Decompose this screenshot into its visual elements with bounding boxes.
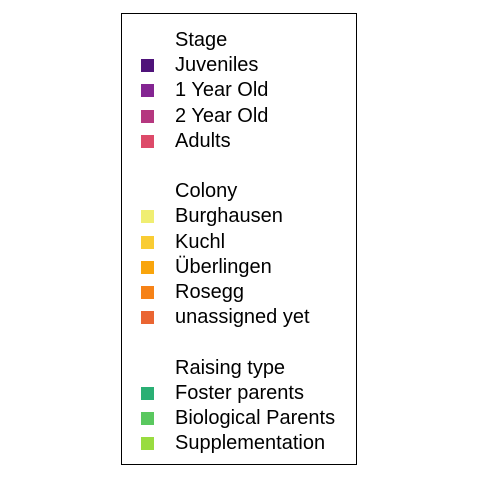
legend-swatch bbox=[141, 260, 154, 274]
legend-swatch bbox=[141, 437, 154, 451]
legend-swatch bbox=[141, 286, 154, 299]
legend-item-label: Kuchl bbox=[175, 230, 226, 253]
legend-swatch bbox=[141, 386, 154, 400]
legend-swatch bbox=[141, 134, 154, 148]
legend-item: Überlingen bbox=[122, 255, 356, 280]
legend-swatch bbox=[141, 109, 154, 123]
legend-item-label: Burghausen bbox=[175, 205, 283, 228]
legend-item-label: Adults bbox=[175, 129, 231, 152]
legend-group-title: Stage bbox=[175, 29, 228, 51]
legend-box: Stage Juveniles 1 Year Old 2 Year Old Adults… bbox=[121, 13, 357, 465]
legend-item: 1 Year Old bbox=[122, 78, 356, 103]
legend-group-title: Raising type bbox=[175, 356, 286, 379]
legend-item-label: Rosegg bbox=[175, 281, 244, 303]
legend-item-label: Foster parents bbox=[175, 381, 304, 404]
legend-item: Biological Parents bbox=[122, 406, 356, 431]
legend-group-title: Colony bbox=[175, 180, 238, 203]
legend-item-label: Juveniles bbox=[175, 54, 259, 77]
legend-item-label: 1 Year Old bbox=[175, 79, 269, 102]
legend-item: Juveniles bbox=[122, 53, 356, 78]
legend-swatch bbox=[141, 84, 154, 98]
legend-item-label: 2 Year Old bbox=[175, 104, 269, 127]
legend-item-label: Biological Parents bbox=[175, 407, 336, 429]
legend-item: Kuchl bbox=[122, 230, 356, 255]
legend-item-label: Überlingen bbox=[175, 255, 272, 278]
legend-item-label: unassigned yet bbox=[175, 306, 310, 329]
legend-swatch bbox=[141, 311, 154, 325]
legend-item: 2 Year Old bbox=[122, 104, 356, 129]
legend-item: Adults bbox=[122, 129, 356, 154]
legend-item-label: Supplementation bbox=[175, 432, 326, 455]
legend-swatch bbox=[141, 412, 154, 425]
legend-item: Foster parents bbox=[122, 381, 356, 406]
legend-swatch bbox=[141, 235, 154, 249]
legend-swatch bbox=[141, 210, 154, 224]
legend-swatch bbox=[141, 59, 154, 73]
legend-item: Supplementation bbox=[122, 431, 356, 456]
legend-item: Rosegg bbox=[122, 280, 356, 305]
legend-item: Burghausen bbox=[122, 204, 356, 229]
legend-item: unassigned yet bbox=[122, 305, 356, 330]
